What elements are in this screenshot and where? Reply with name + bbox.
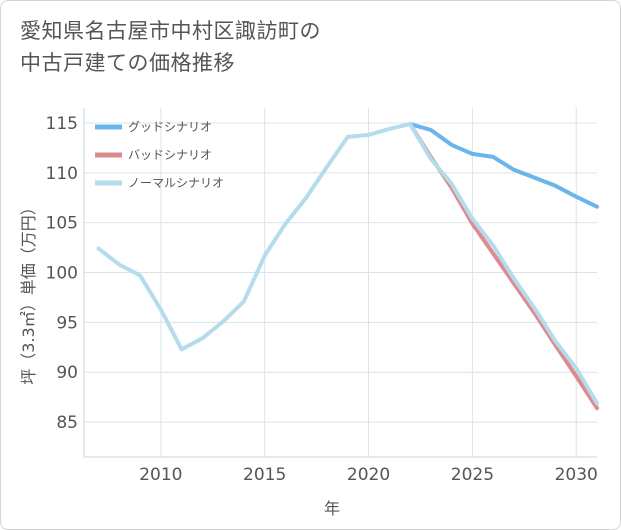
y-axis-title: 坪（3.3㎡）単価（万円） [19,199,38,384]
y-tick-label: 95 [56,313,78,333]
series-line-1 [408,122,599,209]
title-line-2: 中古戸建ての価格推移 [20,51,235,75]
x-tick-label: 2010 [139,465,182,485]
chart-title: 愛知県名古屋市中村区諏訪町の 中古戸建ての価格推移 [20,15,321,79]
y-tick-label: 90 [56,363,78,383]
series-line-3 [96,122,599,406]
y-tick-label: 85 [56,413,78,433]
legend-label-1: グッドシナリオ [128,120,212,134]
y-tick-label: 105 [46,214,78,234]
legend-label-2: バッドシナリオ [128,148,212,162]
x-axis-title: 年 [324,499,340,518]
axes: 2010 2015 2020 2025 2030 85 90 95 100 105 110 115 [46,108,598,485]
y-tick-label: 100 [46,264,78,284]
x-tick-label: 2020 [347,465,390,485]
title-line-1: 愛知県名古屋市中村区諏訪町の [20,19,321,43]
x-tick-label: 2015 [243,465,286,485]
y-tick-label: 110 [46,164,78,184]
series-lines [96,122,599,411]
legend-label-3: ノーマルシナリオ [128,176,224,190]
y-tick-label: 115 [46,114,78,134]
x-tick-label: 2025 [451,465,494,485]
x-tick-label: 2030 [555,465,598,485]
